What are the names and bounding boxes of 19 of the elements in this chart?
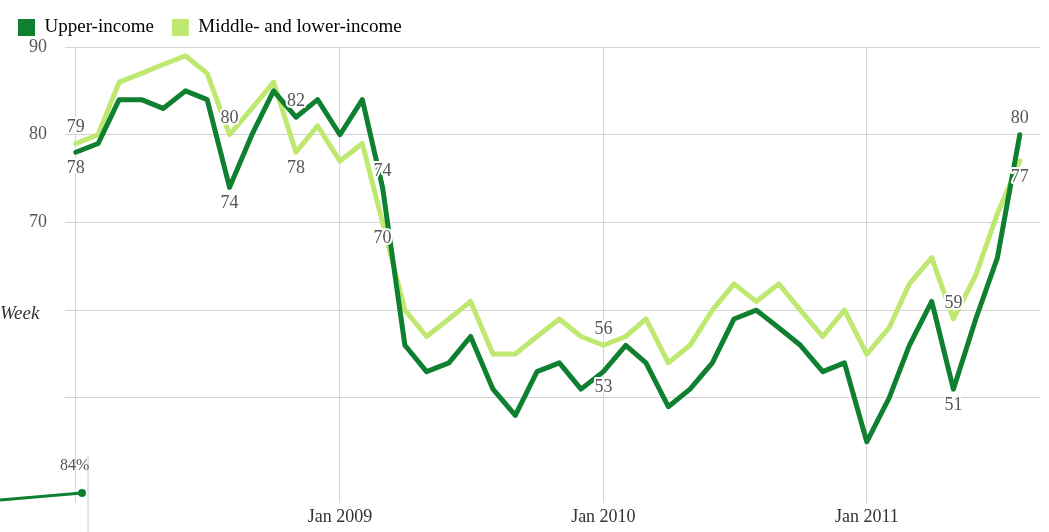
legend-label: Middle- and lower-income xyxy=(198,15,402,37)
legend-label: Upper-income xyxy=(44,15,154,37)
annotation: 84% xyxy=(60,456,90,474)
x-tick-label: Jan 2011 xyxy=(834,505,899,526)
data-label: 74 xyxy=(220,192,239,213)
data-label: 53 xyxy=(594,376,613,397)
data-label: 56 xyxy=(594,318,613,339)
inset-panel: Week 84% xyxy=(0,292,163,532)
x-tick-label: Jan 2010 xyxy=(571,505,636,526)
data-label: 79 xyxy=(66,116,85,137)
y-tick-label: 90 xyxy=(29,35,47,56)
data-label: 82 xyxy=(286,89,305,110)
y-tick-label: 80 xyxy=(29,123,47,144)
data-label: 78 xyxy=(66,157,85,178)
data-label: 78 xyxy=(286,157,305,178)
x-tick-label: Jan 2009 xyxy=(307,505,373,526)
data-label: 80 xyxy=(1010,107,1029,128)
y-tick-label: 70 xyxy=(29,211,47,232)
data-label: 51 xyxy=(944,393,963,414)
